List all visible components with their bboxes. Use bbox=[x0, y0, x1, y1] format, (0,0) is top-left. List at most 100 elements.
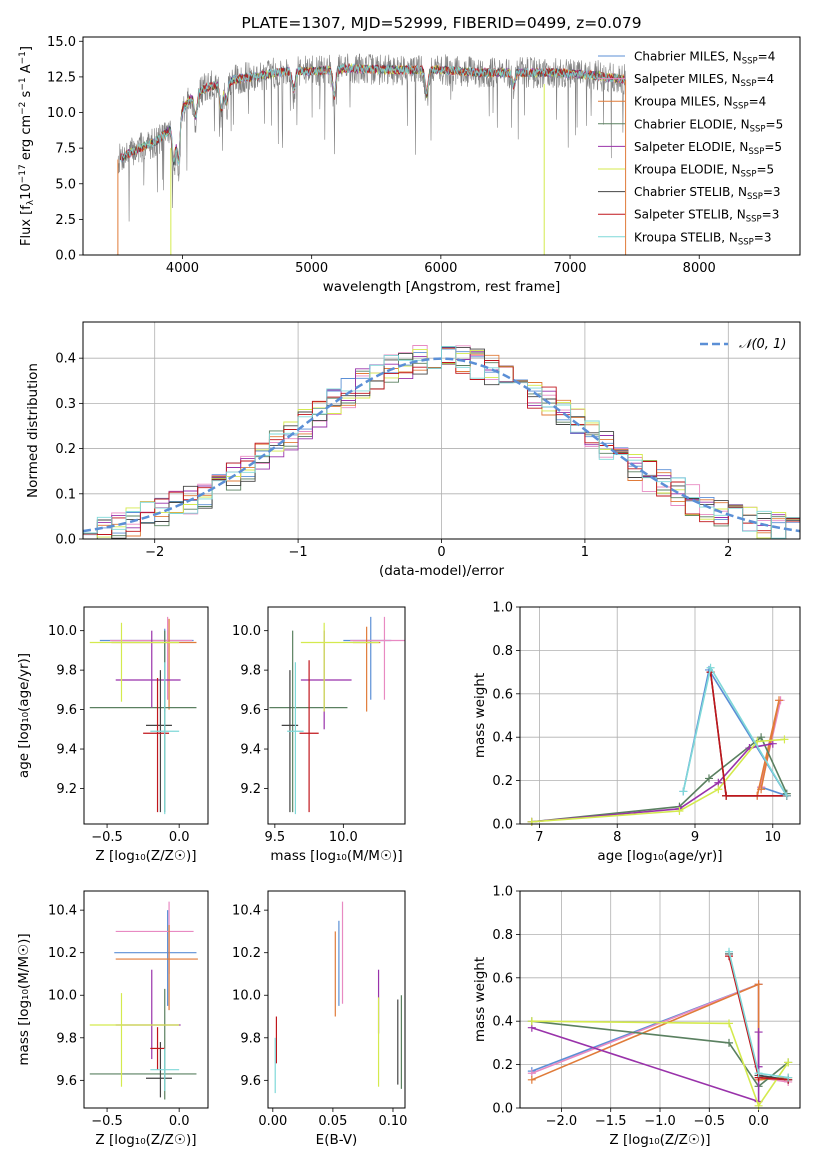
axes-frame bbox=[83, 606, 209, 825]
y-tick-label: 0.0 bbox=[492, 1102, 513, 1117]
y-tick-label: 9.2 bbox=[56, 782, 77, 797]
y-tick-label: 0.4 bbox=[55, 352, 76, 367]
legend-sub: SSP bbox=[746, 215, 762, 225]
y-tick-label: 9.8 bbox=[56, 664, 77, 679]
legend-sub: SSP bbox=[741, 79, 757, 89]
x-axis-label: mass [log₁₀(M/M☉)] bbox=[270, 848, 402, 864]
x-axis-label: Z [log₁₀(Z/Z☉)] bbox=[609, 1132, 710, 1148]
weight-point-marker bbox=[725, 1019, 734, 1028]
legend-label: Kroupa STELIB, N bbox=[634, 230, 738, 244]
x-tick-label: 9.5 bbox=[265, 830, 286, 845]
x-tick-label: 2 bbox=[724, 545, 732, 560]
axes-frame bbox=[82, 321, 801, 540]
y-tick-label: 10.2 bbox=[48, 946, 77, 961]
x-tick-label: 8 bbox=[613, 830, 621, 845]
y-axis-label-part: erg cm bbox=[19, 115, 34, 164]
weight-point-marker bbox=[780, 735, 789, 744]
legend-sub: SSP bbox=[741, 170, 757, 180]
x-tick-label: 6000 bbox=[424, 261, 457, 276]
legend-suffix: =5 bbox=[766, 117, 784, 131]
legend-entry: Kroupa MILES, NSSP=4 bbox=[634, 95, 766, 112]
legend-suffix: =4 bbox=[749, 95, 767, 109]
legend-sub: SSP bbox=[748, 147, 764, 157]
legend-label: Chabrier ELODIE, N bbox=[634, 117, 750, 131]
weight-point-marker bbox=[679, 787, 688, 796]
normal-curve bbox=[82, 357, 801, 533]
x-tick-label: 0.00 bbox=[258, 1114, 287, 1129]
y-tick-label: 0.8 bbox=[492, 644, 513, 659]
weight-series-line bbox=[531, 1020, 789, 1108]
x-tick-label: −1 bbox=[289, 545, 308, 560]
y-tick-label: 10.0 bbox=[48, 624, 77, 639]
x-tick-label: 5000 bbox=[295, 261, 328, 276]
y-axis-label: mass weight bbox=[472, 673, 488, 758]
y-tick-label: 0.3 bbox=[55, 397, 76, 412]
y-tick-label: 10.0 bbox=[48, 989, 77, 1004]
y-axis-label-part: s bbox=[19, 90, 34, 101]
axes-frame bbox=[82, 36, 801, 256]
y-axis-label-part: λ bbox=[26, 199, 36, 205]
y-tick-label: 10.0 bbox=[232, 989, 261, 1004]
y-tick-label: 0.2 bbox=[55, 442, 76, 457]
legend-entry: Salpeter ELODIE, NSSP=5 bbox=[634, 140, 782, 157]
weight-point-marker bbox=[722, 791, 731, 800]
spectrum-panel: 4000 5000 6000 7000 8000 0.0 2.5 5.0 7.5 10.0 12.5… bbox=[18, 14, 801, 295]
x-axis-label: E(B-V) bbox=[316, 1132, 358, 1148]
y-axis-label: age [log₁₀(age/yr)] bbox=[16, 653, 32, 778]
y-tick-label: 12.5 bbox=[47, 70, 76, 85]
y-axis-label-part: ] bbox=[19, 46, 34, 51]
y-axis-label-part: −1 bbox=[18, 51, 28, 64]
y-axis-label-part: −1 bbox=[18, 77, 28, 90]
legend-label: Chabrier STELIB, N bbox=[634, 185, 747, 199]
weight-point-marker bbox=[725, 947, 734, 956]
x-tick-label: −0.5 bbox=[91, 830, 123, 845]
y-tick-label: 9.4 bbox=[240, 743, 261, 758]
y-tick-label: 15.0 bbox=[47, 35, 76, 50]
weight-point-marker bbox=[775, 696, 783, 705]
weight-point-marker bbox=[725, 1038, 734, 1047]
axes-frame bbox=[519, 606, 801, 825]
x-tick-label: −0.5 bbox=[91, 1114, 123, 1129]
x-tick-label: −0.5 bbox=[694, 1114, 726, 1129]
legend-suffix: =3 bbox=[754, 230, 772, 244]
x-tick-label: −2.0 bbox=[546, 1114, 578, 1129]
legend-label: Kroupa MILES, N bbox=[634, 95, 733, 109]
y-tick-label: 0.4 bbox=[492, 731, 513, 746]
y-axis-label: mass weight bbox=[472, 957, 488, 1042]
legend-label: Salpeter ELODIE, N bbox=[634, 140, 748, 154]
y-tick-label: 9.2 bbox=[240, 782, 261, 797]
residuals-panel: −2 −1 0 1 2 0.0 0.1 0.2 0.3 0.4 (data-model)/error… bbox=[25, 321, 801, 579]
y-tick-label: 10.2 bbox=[232, 946, 261, 961]
observed-spectrum-line bbox=[117, 53, 626, 222]
legend-entry: Kroupa ELODIE, NSSP=5 bbox=[634, 163, 774, 180]
model-spectrum-line bbox=[120, 63, 625, 166]
y-tick-label: 0.6 bbox=[492, 687, 513, 702]
legend-entry: Kroupa STELIB, NSSP=3 bbox=[634, 230, 772, 247]
y-tick-label: 9.6 bbox=[56, 1074, 77, 1089]
y-tick-label: 0.8 bbox=[492, 928, 513, 943]
legend-suffix: =4 bbox=[758, 50, 776, 64]
weight-point-marker bbox=[784, 1058, 793, 1067]
y-tick-label: 0.6 bbox=[492, 971, 513, 986]
y-tick-label: 0.0 bbox=[55, 249, 76, 264]
weight-vs-age-panel: 7 8 9 10 0.0 0.2 0.4 0.6 0.8 1.0 age [log₁₀(age/yr… bbox=[472, 601, 801, 864]
x-tick-label: −1.5 bbox=[595, 1114, 627, 1129]
legend-sub: SSP bbox=[733, 102, 749, 112]
axes-frame bbox=[267, 890, 406, 1109]
x-tick-label: 0.10 bbox=[379, 1114, 408, 1129]
legend-entry: Salpeter STELIB, NSSP=3 bbox=[634, 208, 779, 225]
weight-point-marker bbox=[705, 774, 713, 783]
x-axis-label: wavelength [Angstrom, rest frame] bbox=[323, 279, 561, 295]
y-tick-label: 1.0 bbox=[492, 601, 513, 616]
x-axis-label: Z [log₁₀(Z/Z☉)] bbox=[95, 1132, 196, 1148]
y-tick-label: 10.0 bbox=[47, 106, 76, 121]
y-tick-label: 9.8 bbox=[240, 1031, 261, 1046]
chart-title: PLATE=1307, MJD=52999, FIBERID=0499, z=0… bbox=[241, 14, 641, 32]
y-tick-label: 2.5 bbox=[55, 213, 76, 228]
weight-point-marker bbox=[754, 1069, 763, 1078]
legend-suffix: =4 bbox=[756, 72, 774, 86]
y-axis-label: Normed distribution bbox=[25, 363, 41, 498]
y-tick-label: 10.4 bbox=[232, 904, 261, 919]
legend-entry: 𝒩(0, 1) bbox=[739, 337, 786, 352]
